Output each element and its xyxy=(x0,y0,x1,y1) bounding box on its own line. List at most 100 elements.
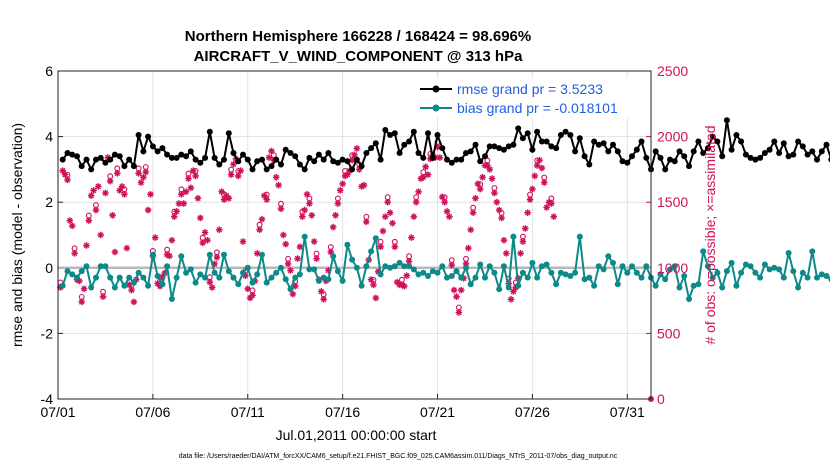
rmse-point xyxy=(249,166,256,173)
obs-count-marker xyxy=(486,166,494,173)
obs-count-marker xyxy=(517,250,524,257)
obs-count-marker xyxy=(230,160,237,168)
rmse-point xyxy=(178,151,185,158)
bias-point xyxy=(202,274,209,281)
bias-point xyxy=(315,277,322,284)
rmse-point xyxy=(572,148,579,155)
obs-count-marker xyxy=(379,227,387,235)
bias-point xyxy=(83,263,90,270)
rmse-point xyxy=(406,138,413,145)
bias-point xyxy=(410,266,417,273)
rmse-point xyxy=(463,150,469,156)
obs-count-marker xyxy=(446,213,453,220)
bias-point xyxy=(619,263,626,270)
rmse-point xyxy=(548,143,555,150)
rmse-point xyxy=(538,138,545,145)
bias-point xyxy=(591,282,598,289)
rmse-point xyxy=(529,146,536,153)
bias-point xyxy=(344,241,351,248)
rmse-point xyxy=(643,154,650,161)
obs-count-marker xyxy=(310,238,318,245)
bias-point xyxy=(491,269,498,276)
rmse-point xyxy=(387,132,394,138)
rmse-point xyxy=(254,158,261,165)
bias-point xyxy=(690,282,697,289)
rmse-point xyxy=(757,154,764,161)
bias-point xyxy=(78,268,85,275)
rmse-point xyxy=(396,150,403,156)
rmse-point xyxy=(377,156,384,163)
bias-point xyxy=(633,269,640,276)
rmse-point xyxy=(126,156,133,163)
rmse-point xyxy=(448,159,455,166)
bias-point xyxy=(391,263,398,270)
rmse-point xyxy=(553,145,560,152)
obs-count-marker xyxy=(519,233,527,245)
obs-count-marker xyxy=(531,172,539,180)
rmse-point xyxy=(74,153,80,160)
rmse-point xyxy=(733,132,740,138)
rmse-point xyxy=(576,135,583,142)
y2-tick-label: 2500 xyxy=(657,63,688,79)
rmse-point xyxy=(292,153,299,160)
obs-count-marker xyxy=(213,249,221,261)
bias-point xyxy=(287,286,294,293)
rmse-point xyxy=(467,148,474,155)
obs-count-marker xyxy=(370,276,377,289)
rmse-point xyxy=(202,154,209,161)
bias-point xyxy=(543,261,550,268)
bias-point xyxy=(216,274,223,281)
rmse-point xyxy=(420,154,427,161)
rmse-point xyxy=(752,156,759,163)
rmse-point xyxy=(93,156,99,163)
obs-count-marker xyxy=(500,236,508,244)
obs-count-marker xyxy=(526,191,534,203)
bias-point xyxy=(723,268,730,275)
obs-count-marker xyxy=(272,173,280,181)
bias-point xyxy=(168,296,175,302)
rmse-point xyxy=(230,150,237,156)
bias-point xyxy=(69,271,76,278)
bias-point xyxy=(567,273,574,279)
rmse-point xyxy=(69,151,76,158)
bias-point xyxy=(728,259,735,266)
bias-point xyxy=(505,284,512,291)
bias-point xyxy=(59,282,66,289)
bias-point xyxy=(472,274,479,281)
rmse-point xyxy=(97,154,104,161)
rmse-point xyxy=(102,159,109,166)
x-tick-labels: 07/01 07/06 07/11 07/16 07/21 07/26 07/31 xyxy=(40,404,645,420)
rmse-point xyxy=(187,148,194,155)
obs-count-marker xyxy=(208,284,216,291)
rmse-point xyxy=(809,148,816,155)
obs-count-marker xyxy=(109,212,116,219)
bias-point xyxy=(681,273,688,279)
rmse-point xyxy=(121,163,128,170)
obs-count-marker xyxy=(443,208,451,215)
rmse-point xyxy=(434,132,441,138)
bias-point xyxy=(154,273,161,279)
bias-point xyxy=(557,269,564,276)
bias-point xyxy=(192,279,199,286)
obs-count-marker xyxy=(253,250,261,257)
rmse-point xyxy=(439,145,446,152)
bias-point xyxy=(785,250,792,256)
bias-point xyxy=(377,271,384,278)
obs-count-marker xyxy=(424,171,432,178)
obs-count-marker xyxy=(199,234,206,247)
obs-count-marker xyxy=(287,267,294,274)
bias-point xyxy=(183,269,190,276)
rmse-point xyxy=(690,148,697,155)
obs-count-marker xyxy=(106,173,114,185)
rmse-point xyxy=(410,128,417,135)
obs-count-marker xyxy=(185,170,192,182)
bias-point xyxy=(387,264,394,271)
obs-count-marker xyxy=(192,168,199,180)
obs-count-marker xyxy=(476,181,484,193)
rmse-point xyxy=(657,154,664,161)
rmse-point xyxy=(638,138,645,145)
obs-count-marker xyxy=(227,166,235,178)
y2-tick-label: 500 xyxy=(657,325,681,341)
bias-point xyxy=(107,274,114,281)
